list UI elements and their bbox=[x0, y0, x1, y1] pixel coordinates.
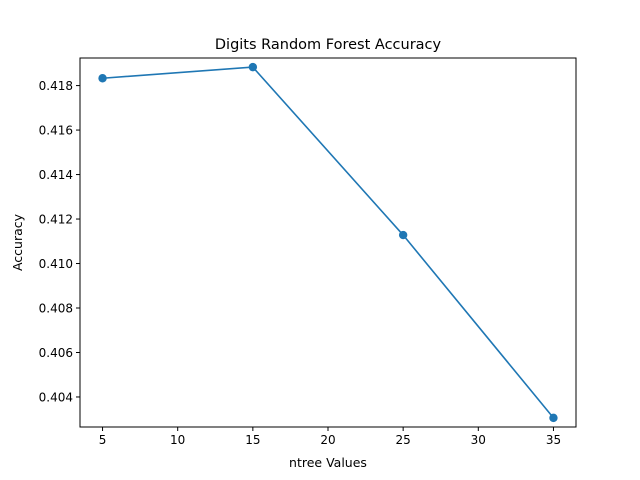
x-tick-label: 5 bbox=[99, 433, 107, 447]
y-tick-label: 0.414 bbox=[39, 168, 73, 182]
chart-title: Digits Random Forest Accuracy bbox=[215, 37, 442, 53]
y-axis-title: Accuracy bbox=[10, 213, 25, 271]
y-tick-label: 0.412 bbox=[39, 213, 73, 227]
data-point bbox=[549, 413, 558, 423]
series-layer bbox=[98, 62, 558, 423]
y-tick-label: 0.418 bbox=[39, 79, 73, 93]
x-tick-label: 15 bbox=[245, 433, 260, 447]
x-tick-label: 35 bbox=[546, 433, 561, 447]
x-tick-label: 10 bbox=[170, 433, 185, 447]
data-point bbox=[248, 62, 258, 72]
data-point bbox=[98, 74, 107, 83]
data-point bbox=[398, 230, 408, 240]
axes-layer: 5 10 15 20 25 30 35 0.404 0.406 0.408 0.410 0.412 0.… bbox=[39, 79, 561, 447]
x-tick-label: 20 bbox=[320, 433, 335, 447]
y-tick-label: 0.404 bbox=[39, 390, 73, 404]
series-line bbox=[102, 66, 555, 419]
x-tick-label: 30 bbox=[471, 433, 486, 447]
x-axis-title: ntree Values bbox=[289, 455, 367, 470]
plot-frame bbox=[79, 57, 577, 428]
x-tick-label: 25 bbox=[396, 433, 411, 447]
y-tick-label: 0.408 bbox=[39, 302, 73, 316]
y-tick-label: 0.416 bbox=[39, 124, 73, 138]
y-tick-label: 0.406 bbox=[39, 346, 73, 360]
y-tick-label: 0.410 bbox=[39, 257, 73, 271]
